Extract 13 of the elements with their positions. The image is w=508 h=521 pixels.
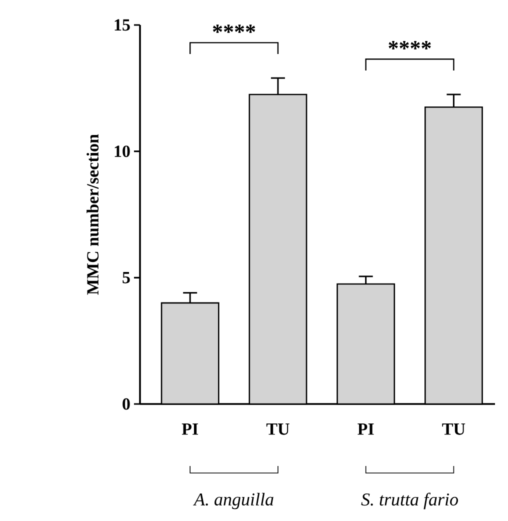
text: A. anguilla — [193, 492, 274, 510]
y-tick-label: 5 — [122, 272, 130, 284]
y-tick-label: 0 — [122, 398, 130, 410]
y-tick-label: 15 — [114, 19, 130, 31]
annotation: **** — [388, 41, 431, 50]
text: S. trutta fario — [361, 492, 458, 510]
y-tick-label: 10 — [114, 146, 130, 158]
x-tick-label: PI — [358, 424, 374, 435]
y-axis-title: MMC number/section — [86, 134, 99, 295]
x-tick-label: TU — [442, 424, 466, 435]
x-tick-label: PI — [182, 424, 198, 435]
annotation: **** — [212, 24, 256, 33]
x-tick-label: TU — [266, 424, 290, 435]
